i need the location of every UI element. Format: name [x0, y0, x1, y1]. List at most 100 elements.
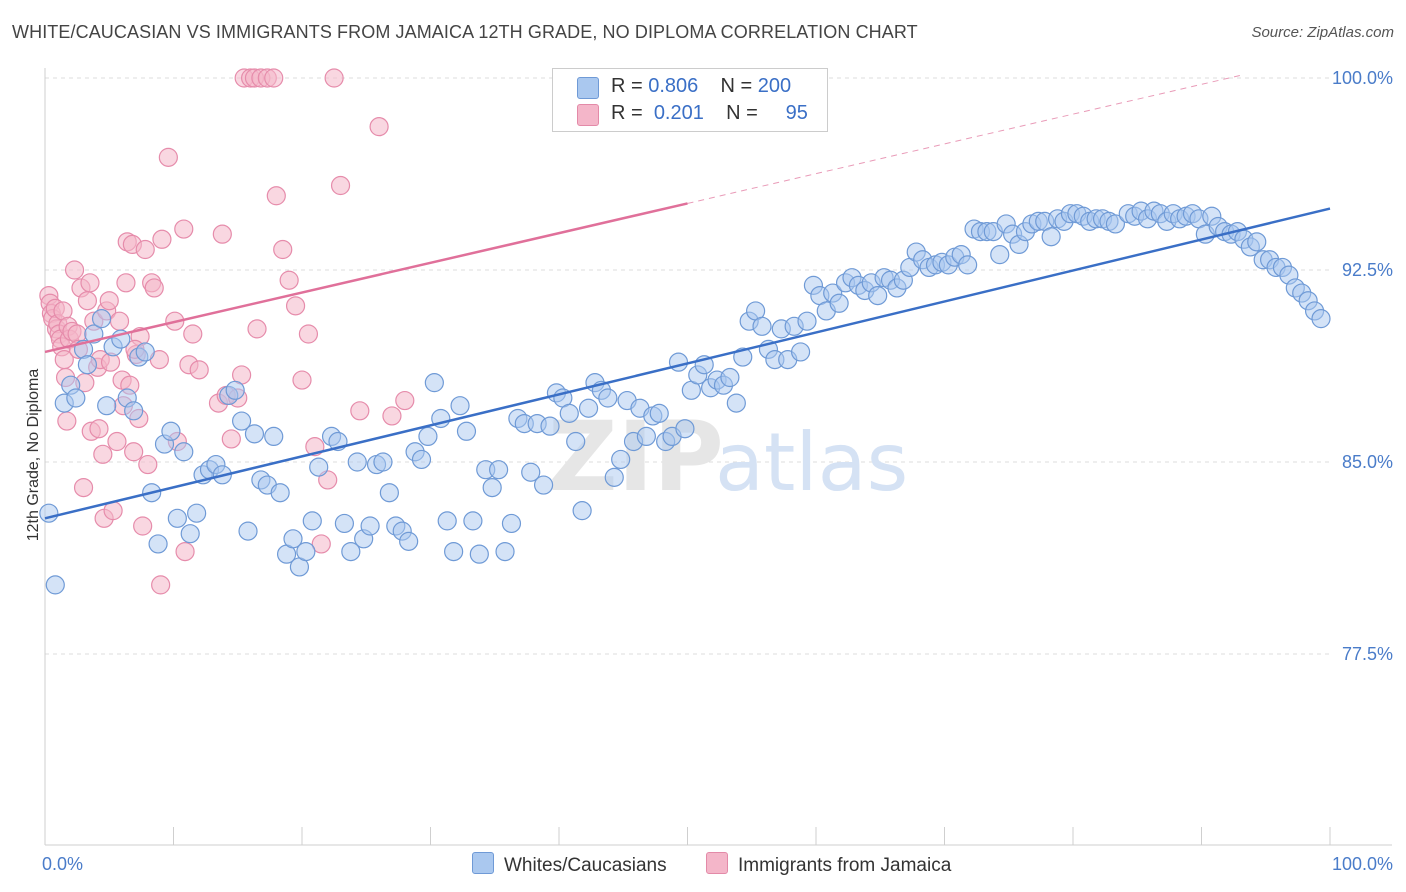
pink-point — [285, 296, 306, 316]
blue-point — [373, 452, 393, 472]
pink-point — [395, 390, 415, 411]
blue-point — [238, 521, 258, 541]
blue-point — [1105, 214, 1126, 234]
blue-point — [187, 503, 207, 523]
pink-point — [273, 239, 293, 260]
blue-point — [649, 403, 669, 423]
pink-point — [175, 541, 195, 562]
y-tick-label: 85.0% — [1342, 452, 1393, 472]
blue-point — [135, 342, 155, 362]
pink-point — [89, 419, 109, 439]
blue-point — [167, 508, 187, 528]
blue-point — [180, 524, 200, 544]
blue-point — [868, 286, 888, 306]
blue-point — [341, 541, 361, 562]
blue-point — [559, 403, 579, 423]
blue-point — [604, 467, 624, 487]
blue-point — [572, 501, 592, 521]
pink-point — [135, 239, 155, 260]
blue-point — [495, 541, 515, 562]
blue-point — [489, 460, 509, 480]
pink-trend-line — [44, 202, 688, 354]
blue-point — [1311, 309, 1331, 329]
pink-point — [99, 291, 119, 311]
pink-point — [247, 319, 267, 339]
blue-point — [161, 421, 181, 441]
blue-point — [790, 342, 811, 362]
blue-point — [174, 442, 194, 462]
pink-point — [109, 311, 130, 331]
blue-point — [91, 309, 112, 329]
blue-point — [302, 511, 322, 531]
pink-point — [382, 406, 402, 426]
legend: R = 0.806 N = 200 R = 0.201 N = 95 — [552, 68, 828, 132]
pink-point — [57, 411, 77, 431]
chart-title: WHITE/CAUCASIAN VS IMMIGRANTS FROM JAMAI… — [12, 22, 918, 42]
source-label: Source: ZipAtlas.com — [1251, 24, 1394, 41]
blue-points — [39, 201, 1331, 595]
blue-point — [668, 352, 689, 372]
blue-point — [334, 513, 355, 534]
pink-point — [183, 324, 203, 344]
pink-point — [311, 534, 331, 554]
pink-point — [144, 278, 164, 298]
blue-point — [752, 316, 772, 336]
bottom-legend-swatch-pink — [706, 852, 728, 874]
legend-r-value: 0.201 — [653, 102, 704, 124]
pink-point — [116, 273, 136, 293]
blue-point — [1247, 232, 1267, 252]
blue-point — [45, 575, 65, 595]
pink-point — [264, 68, 284, 88]
blue-point — [578, 398, 599, 418]
pink-point — [77, 291, 98, 311]
legend-n-value: 95 — [785, 102, 808, 124]
tick-labels: 100.0% 92.5% 85.0% 77.5% 0.0% 100.0% — [42, 68, 1393, 874]
bottom-legend-whites: Whites/Caucasians — [472, 852, 667, 877]
pink-point — [350, 401, 370, 421]
blue-point — [66, 388, 86, 408]
blue-point — [270, 483, 290, 503]
pink-point — [298, 324, 319, 344]
blue-point — [444, 541, 464, 562]
pink-point — [324, 68, 344, 88]
trend-lines — [44, 74, 1331, 520]
x-tick-label: 0.0% — [42, 854, 83, 874]
blue-point — [726, 393, 746, 413]
pink-point — [279, 270, 299, 290]
bottom-legend-jamaica: Immigrants from Jamaica — [706, 852, 951, 877]
blue-point — [411, 449, 432, 470]
y-axis-label: 12th Grade, No Diploma — [25, 369, 42, 542]
legend-r-label: R = — [611, 102, 649, 124]
x-tick-label: 100.0% — [1332, 854, 1393, 874]
blue-point — [598, 388, 618, 408]
blue-point — [244, 424, 265, 444]
blue-point — [309, 457, 329, 477]
pink-point — [138, 454, 158, 475]
blue-point — [611, 449, 631, 470]
blue-point — [399, 531, 419, 551]
blue-point — [296, 541, 316, 562]
blue-point — [360, 516, 380, 536]
y-tick-label: 92.5% — [1342, 260, 1393, 280]
blue-point — [424, 373, 444, 393]
blue-point — [232, 411, 252, 431]
pink-point — [266, 186, 286, 206]
y-tick-label: 77.5% — [1342, 644, 1393, 664]
blue-point — [39, 503, 59, 523]
blue-point — [379, 483, 399, 503]
bottom-legend-swatch-blue — [472, 852, 494, 874]
blue-point — [264, 426, 284, 446]
blue-point — [456, 421, 477, 441]
grid-lines — [45, 77, 1330, 655]
blue-trend-line — [44, 207, 1331, 520]
pink-point — [292, 370, 312, 390]
blue-point — [533, 475, 554, 495]
blue-point — [77, 355, 98, 375]
legend-n-label: N = — [726, 102, 764, 124]
blue-point — [418, 426, 438, 446]
blue-point — [97, 396, 117, 416]
pink-point — [330, 175, 351, 196]
pink-point — [93, 444, 113, 464]
blue-point — [347, 452, 367, 472]
blue-point — [148, 534, 168, 554]
